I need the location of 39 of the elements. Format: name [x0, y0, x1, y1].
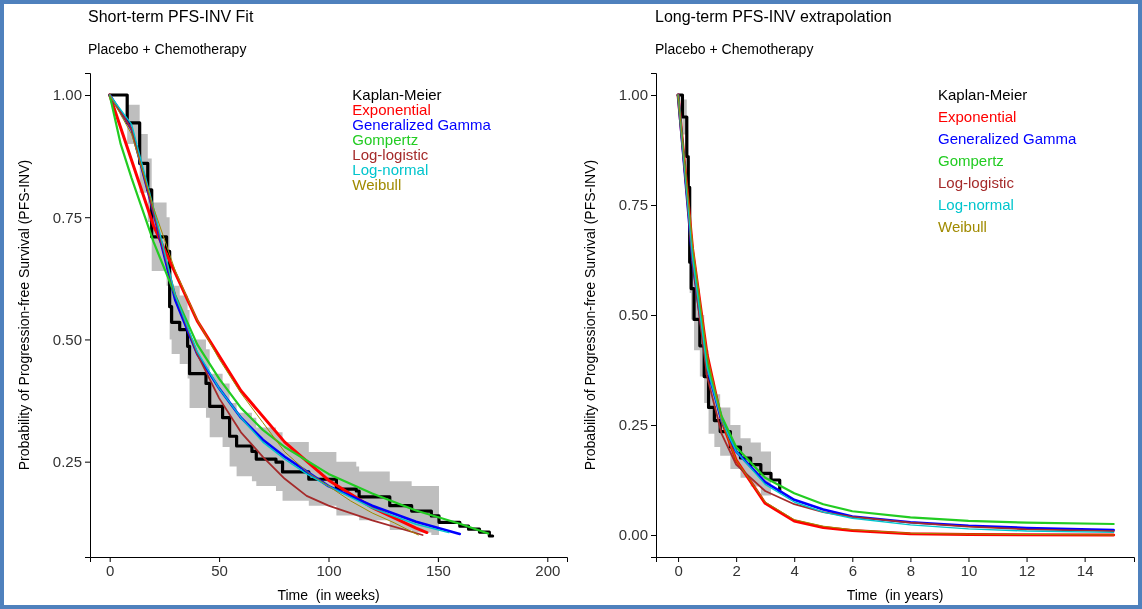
y-tick-label: 1.00: [618, 86, 648, 104]
x-tick-label: 100: [316, 561, 342, 579]
x-tick-label: 150: [425, 561, 451, 579]
x-tick-label: 50: [211, 561, 228, 579]
y-tick-label: 0.50: [52, 330, 82, 348]
x-tick-label: 0: [106, 561, 115, 579]
x-tick-label: 8: [906, 561, 916, 579]
y-axis-title: Probability of Progression-free Survival (PFS-INV): [16, 159, 32, 471]
text: Generalized Gamma: [938, 130, 1078, 147]
text: Log-logistic: [938, 174, 1015, 191]
x-tick-label: 200: [535, 561, 561, 579]
x-tick-label: 6: [848, 561, 857, 579]
x-tick-label: 2: [732, 561, 741, 579]
text: Gompertz: [352, 131, 419, 148]
x-tick-label: 4: [790, 561, 799, 579]
y-tick-label: 0.25: [618, 416, 648, 434]
x-tick-label: 10: [960, 561, 978, 579]
x-axis-title: Time (in weeks): [277, 587, 380, 603]
chart-title: Long-term PFS-INV extrapolation: [655, 8, 892, 25]
x-tick-label: 0: [674, 561, 683, 579]
text: Kaplan-Meier: [938, 86, 1028, 103]
x-tick-label: 14: [1076, 561, 1094, 579]
chart-subtitle: Placebo + Chemotherapy: [655, 41, 814, 57]
y-tick-label: 0.75: [618, 196, 648, 214]
y-axis-title: Probability of Progression-free Survival (PFS-INV): [582, 159, 598, 471]
y-tick-label: 0.75: [52, 208, 82, 226]
y-tick-label: 0.25: [52, 452, 82, 470]
y-tick-label: 1.00: [52, 86, 82, 104]
y-tick-label: 0.50: [618, 306, 648, 324]
x-tick-label: 12: [1018, 561, 1036, 579]
chart-subtitle: Placebo + Chemotherapy: [88, 41, 247, 57]
text: Gompertz: [938, 152, 1004, 169]
chart-title: Short-term PFS-INV Fit: [88, 8, 254, 25]
text: Exponential: [938, 108, 1017, 125]
text: Log-normal: [938, 196, 1014, 213]
text: Kaplan-Meier: [352, 86, 442, 103]
y-tick-label: 0.00: [618, 526, 648, 544]
text: Weibull: [938, 218, 987, 235]
x-axis-title: Time (in years): [846, 587, 944, 603]
